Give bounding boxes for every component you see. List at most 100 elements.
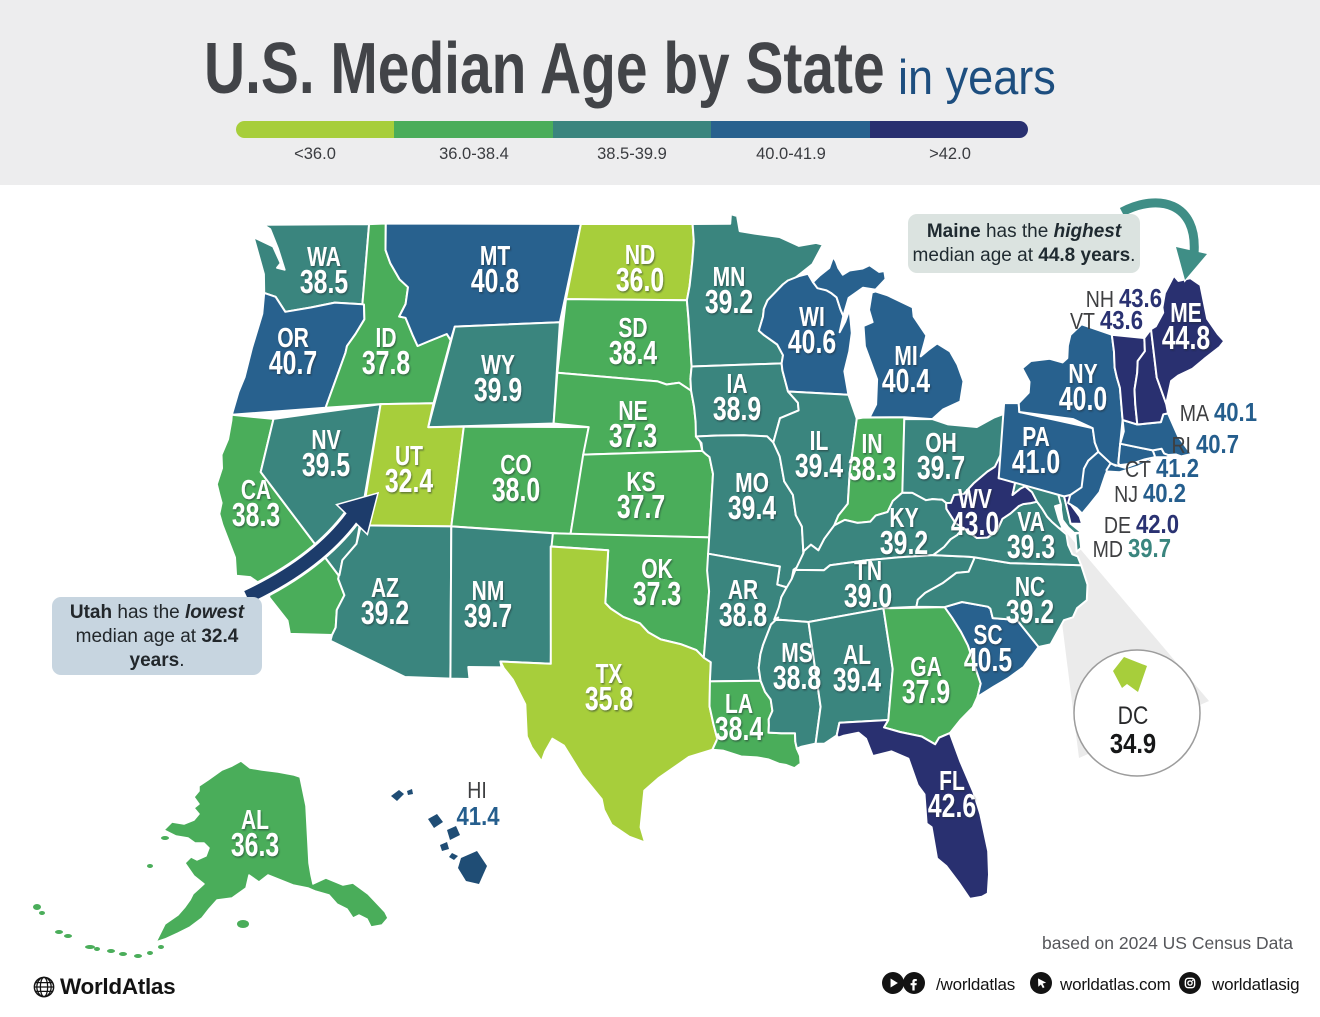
svg-text:TN: TN xyxy=(854,556,882,587)
svg-text:OK: OK xyxy=(641,554,673,585)
svg-text:NC: NC xyxy=(1015,572,1045,603)
svg-text:39.7: 39.7 xyxy=(1128,534,1171,563)
svg-text:CO: CO xyxy=(500,450,531,481)
svg-text:39.2: 39.2 xyxy=(361,596,409,632)
svg-text:37.7: 37.7 xyxy=(617,490,665,526)
svg-text:MA: MA xyxy=(1180,401,1210,427)
svg-text:34.9: 34.9 xyxy=(1110,727,1156,759)
svg-text:MD: MD xyxy=(1093,537,1123,563)
svg-text:AZ: AZ xyxy=(371,573,399,604)
svg-text:KY: KY xyxy=(889,503,919,534)
svg-text:38.0: 38.0 xyxy=(492,473,540,509)
svg-text:42.0: 42.0 xyxy=(1136,510,1179,539)
svg-text:AL: AL xyxy=(241,805,269,836)
svg-text:36.0: 36.0 xyxy=(616,263,664,299)
svg-text:IL: IL xyxy=(810,426,829,457)
svg-text:39.2: 39.2 xyxy=(1006,595,1054,631)
svg-text:42.6: 42.6 xyxy=(928,789,976,825)
svg-text:GA: GA xyxy=(910,652,942,683)
svg-text:40.4: 40.4 xyxy=(882,364,931,400)
svg-text:NM: NM xyxy=(472,576,505,607)
svg-text:37.8: 37.8 xyxy=(362,346,410,382)
svg-text:NY: NY xyxy=(1068,359,1098,390)
svg-text:40.6: 40.6 xyxy=(788,325,836,361)
svg-text:37.9: 37.9 xyxy=(902,675,950,711)
svg-text:IN: IN xyxy=(861,429,882,460)
svg-text:38.8: 38.8 xyxy=(773,661,821,697)
svg-text:WV: WV xyxy=(958,484,992,515)
svg-text:IA: IA xyxy=(726,369,747,400)
svg-text:AR: AR xyxy=(728,575,758,606)
svg-text:MN: MN xyxy=(713,262,746,293)
svg-text:40.7: 40.7 xyxy=(269,346,317,382)
svg-text:40.2: 40.2 xyxy=(1143,479,1186,508)
svg-text:WY: WY xyxy=(481,350,515,381)
svg-text:ME: ME xyxy=(1170,298,1201,329)
svg-text:KS: KS xyxy=(626,467,655,498)
svg-text:WI: WI xyxy=(799,302,825,333)
svg-text:FL: FL xyxy=(939,766,965,797)
svg-text:39.0: 39.0 xyxy=(844,579,892,615)
svg-text:38.8: 38.8 xyxy=(719,598,767,634)
svg-text:38.4: 38.4 xyxy=(609,336,658,372)
svg-text:40.8: 40.8 xyxy=(471,264,519,300)
svg-text:41.0: 41.0 xyxy=(1012,445,1060,481)
svg-text:35.8: 35.8 xyxy=(585,682,633,718)
svg-text:39.4: 39.4 xyxy=(833,663,882,699)
svg-text:37.3: 37.3 xyxy=(633,577,681,613)
svg-text:MS: MS xyxy=(781,638,812,669)
svg-text:36.3: 36.3 xyxy=(231,828,279,864)
svg-text:PA: PA xyxy=(1022,422,1050,453)
svg-text:40.0: 40.0 xyxy=(1059,382,1107,418)
svg-text:39.7: 39.7 xyxy=(464,599,512,635)
svg-text:39.5: 39.5 xyxy=(302,448,350,484)
svg-text:HI: HI xyxy=(467,778,487,804)
svg-text:39.4: 39.4 xyxy=(795,449,844,485)
svg-text:CT: CT xyxy=(1125,457,1151,483)
svg-text:NV: NV xyxy=(311,425,341,456)
svg-text:CA: CA xyxy=(241,475,271,506)
svg-text:39.7: 39.7 xyxy=(917,451,965,487)
svg-text:LA: LA xyxy=(725,689,753,720)
svg-text:ND: ND xyxy=(625,240,655,271)
svg-text:NH: NH xyxy=(1086,287,1114,313)
svg-text:39.3: 39.3 xyxy=(1007,530,1055,566)
svg-text:AL: AL xyxy=(843,640,871,671)
svg-text:RI: RI xyxy=(1171,433,1191,459)
svg-text:MO: MO xyxy=(735,468,769,499)
svg-text:43.6: 43.6 xyxy=(1119,284,1162,313)
svg-text:41.4: 41.4 xyxy=(457,802,501,831)
svg-text:38.9: 38.9 xyxy=(713,392,761,428)
svg-text:39.9: 39.9 xyxy=(474,373,522,409)
svg-text:39.4: 39.4 xyxy=(728,491,777,527)
svg-text:DE: DE xyxy=(1104,513,1131,539)
svg-text:41.2: 41.2 xyxy=(1156,454,1199,483)
svg-text:NE: NE xyxy=(618,396,647,427)
svg-text:38.3: 38.3 xyxy=(848,452,896,488)
svg-text:44.8: 44.8 xyxy=(1162,321,1210,357)
svg-text:43.6: 43.6 xyxy=(1100,306,1143,335)
svg-text:UT: UT xyxy=(395,441,423,472)
svg-text:39.2: 39.2 xyxy=(880,526,928,562)
svg-text:SC: SC xyxy=(973,620,1002,651)
svg-text:DC: DC xyxy=(1118,701,1149,729)
svg-text:40.5: 40.5 xyxy=(964,643,1012,679)
svg-text:VA: VA xyxy=(1017,507,1045,538)
svg-text:40.1: 40.1 xyxy=(1214,398,1257,427)
svg-text:SD: SD xyxy=(618,313,647,344)
svg-text:32.4: 32.4 xyxy=(385,464,434,500)
svg-text:ID: ID xyxy=(375,323,396,354)
svg-text:43.0: 43.0 xyxy=(951,507,999,543)
svg-text:NJ: NJ xyxy=(1114,482,1138,508)
svg-text:37.3: 37.3 xyxy=(609,419,657,455)
svg-text:OH: OH xyxy=(925,428,956,459)
svg-text:OR: OR xyxy=(277,323,309,354)
svg-text:VT: VT xyxy=(1070,309,1095,335)
svg-text:38.4: 38.4 xyxy=(715,712,764,748)
svg-text:WA: WA xyxy=(307,242,341,273)
svg-text:TX: TX xyxy=(596,659,623,690)
svg-text:38.5: 38.5 xyxy=(300,265,348,301)
svg-text:MI: MI xyxy=(894,341,917,372)
svg-text:39.2: 39.2 xyxy=(705,285,753,321)
svg-text:40.7: 40.7 xyxy=(1196,430,1239,459)
